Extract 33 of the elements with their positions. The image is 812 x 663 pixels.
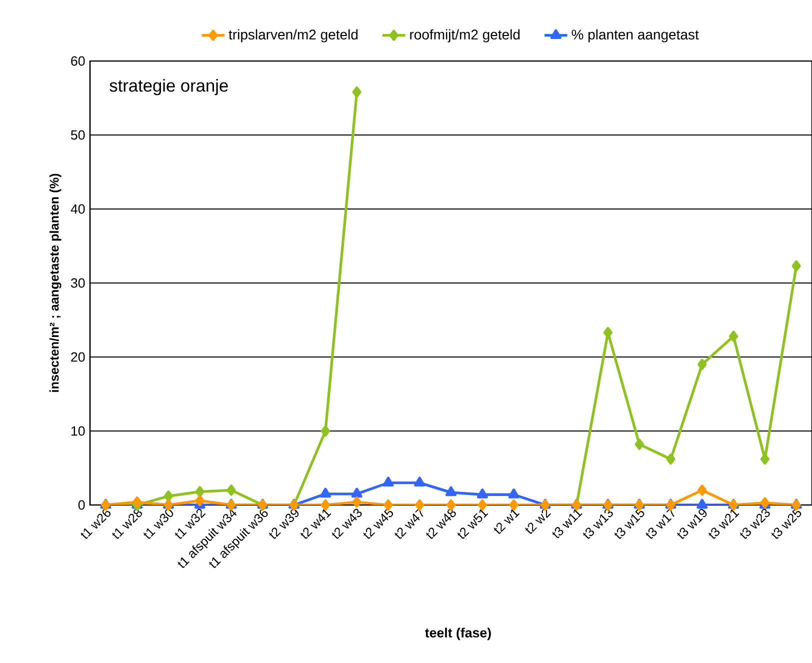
annotation: strategie oranje bbox=[110, 79, 228, 96]
x-tick-label: t2 w41 bbox=[300, 509, 332, 539]
x-tick-label: t2 w48 bbox=[426, 508, 456, 539]
x-tick-label: t2 w2 bbox=[525, 508, 551, 534]
x-tick-label: t3 w25 bbox=[771, 508, 802, 539]
x-tick-label: t3 w15 bbox=[614, 508, 644, 539]
y-tick-label: 30 bbox=[70, 278, 85, 288]
x-tick-label: t3 w21 bbox=[708, 509, 740, 539]
y-tick-label: 0 bbox=[78, 500, 85, 510]
legend-label: roofmijt/m2 geteld bbox=[410, 29, 520, 42]
y-tick-label: 20 bbox=[71, 352, 85, 362]
legend-label: tripslarven/m2 geteld bbox=[228, 29, 358, 42]
x-tick-label: t1 w26 bbox=[80, 508, 111, 539]
x-tick-label: t3 w13 bbox=[582, 508, 613, 539]
y-tick-label: 40 bbox=[70, 204, 85, 214]
x-tick-label: t2 w1 bbox=[494, 509, 520, 534]
x-tick-label: t3 w23 bbox=[740, 508, 770, 539]
y-tick-label: 10 bbox=[71, 426, 85, 436]
y-axis-title: insecten/m² ; aangetaste planten (%) bbox=[49, 174, 62, 392]
y-tick-label: 60 bbox=[71, 56, 85, 66]
x-tick-label: t2 w39 bbox=[269, 508, 299, 539]
y-tick-label: 50 bbox=[71, 130, 85, 140]
x-tick-label: t2 w43 bbox=[332, 508, 362, 539]
x-tick-label: t1 w32 bbox=[174, 508, 206, 539]
x-tick-label: t1 w28 bbox=[112, 508, 142, 539]
x-tick-label: t1 w30 bbox=[143, 508, 174, 539]
x-tick-label: t2 w51 bbox=[457, 509, 488, 539]
legend-label: % planten aangetast bbox=[572, 29, 699, 42]
x-axis-title: teelt (fase) bbox=[425, 628, 491, 640]
x-tick-label: t3 w11 bbox=[552, 509, 582, 538]
x-tick-label: t2 w47 bbox=[394, 508, 424, 539]
x-tick-label: t2 w45 bbox=[363, 508, 394, 539]
x-tick-label: t3 w19 bbox=[677, 508, 707, 539]
